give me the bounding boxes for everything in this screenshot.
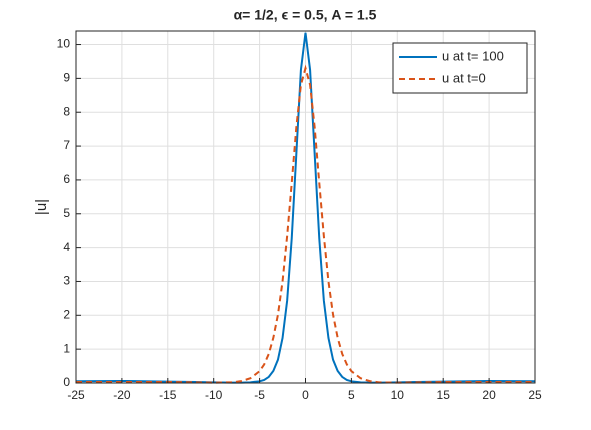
x-tick-label: -15: [159, 388, 177, 402]
y-axis-label: |u|: [33, 199, 50, 215]
x-tick-label: 15: [437, 388, 451, 402]
y-tick-label: 1: [63, 341, 70, 355]
x-tick-label: -5: [254, 388, 265, 402]
x-tick-label: -20: [113, 388, 131, 402]
x-tick-label: -10: [205, 388, 223, 402]
y-tick-label: 8: [63, 104, 70, 118]
data-line: [76, 64, 535, 384]
y-tick-label: 9: [63, 71, 70, 85]
y-tick-label: 10: [57, 37, 71, 51]
x-tick-label: -25: [67, 388, 85, 402]
axes-box: [75, 30, 536, 384]
legend-label: u at t=0: [442, 70, 486, 85]
x-tick-label: 5: [348, 388, 355, 402]
x-tick-label: 20: [482, 388, 496, 402]
y-tick-label: 0: [63, 375, 70, 389]
chart-title: α= 1/2, ϵ = 0.5, A = 1.5: [234, 7, 377, 23]
y-tick-label: 7: [63, 138, 70, 152]
x-tick-label: 0: [302, 388, 309, 402]
y-tick-label: 3: [63, 274, 70, 288]
legend-label: u at t= 100: [442, 48, 504, 63]
y-tick-label: 5: [63, 206, 70, 220]
y-tick-label: 6: [63, 172, 70, 186]
y-tick-label: 2: [63, 307, 70, 321]
x-tick-label: 10: [391, 388, 405, 402]
x-tick-label: 25: [528, 388, 542, 402]
y-tick-label: 4: [63, 240, 70, 254]
legend-box: [392, 42, 528, 94]
